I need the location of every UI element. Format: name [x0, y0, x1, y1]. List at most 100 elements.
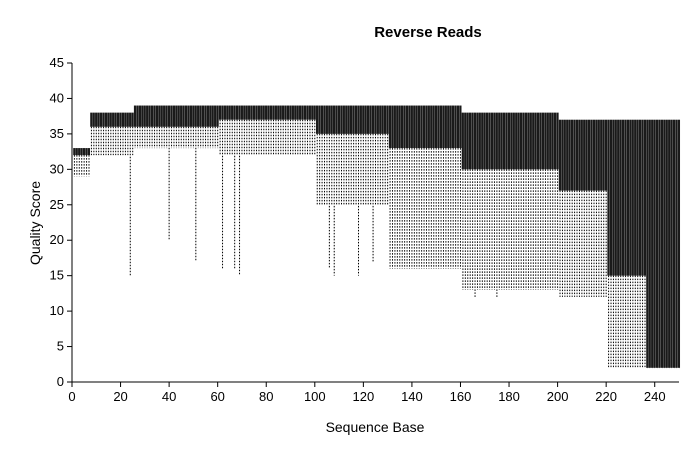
box	[260, 105, 263, 120]
box	[451, 105, 455, 149]
box	[505, 112, 508, 170]
box	[114, 112, 117, 127]
x-tick-label: 140	[401, 389, 423, 404]
box	[437, 105, 440, 149]
box	[291, 105, 294, 120]
box	[252, 105, 256, 120]
box	[660, 119, 664, 368]
box	[629, 119, 632, 276]
box	[558, 119, 562, 191]
box	[318, 105, 321, 134]
box	[551, 112, 554, 170]
box	[303, 105, 307, 120]
box	[578, 119, 581, 191]
box	[393, 105, 396, 149]
box	[600, 119, 603, 191]
box	[150, 105, 154, 127]
box	[498, 112, 501, 170]
box	[265, 105, 268, 120]
box	[235, 105, 239, 120]
y-tick-label: 40	[50, 90, 64, 105]
box	[289, 105, 292, 120]
box	[381, 105, 384, 134]
y-tick-label: 25	[50, 197, 64, 212]
box	[194, 105, 197, 127]
box	[471, 112, 474, 170]
box	[226, 105, 229, 120]
box	[116, 112, 120, 127]
box	[320, 105, 324, 134]
box	[97, 112, 100, 127]
box	[311, 105, 314, 120]
box	[73, 148, 76, 156]
box	[522, 112, 525, 170]
box	[383, 105, 387, 134]
axes: 0 5 10 15 20 25 30 35 40 45 0 20 40 60 80 100 120 140 160 1…	[50, 55, 679, 404]
box	[410, 105, 413, 149]
box	[269, 105, 273, 120]
box	[602, 119, 605, 191]
box	[221, 105, 224, 120]
box	[90, 112, 93, 127]
box	[524, 112, 528, 170]
box	[553, 112, 557, 170]
box	[672, 119, 676, 368]
box	[75, 148, 78, 156]
box	[257, 105, 260, 120]
box	[223, 105, 226, 120]
box	[665, 119, 668, 368]
box	[568, 119, 571, 191]
box	[539, 112, 542, 170]
box	[262, 105, 265, 120]
box	[646, 119, 649, 368]
box	[231, 105, 234, 120]
box	[286, 105, 290, 120]
box	[274, 105, 277, 120]
box	[323, 105, 326, 134]
box	[619, 119, 622, 276]
box	[163, 105, 166, 127]
box	[536, 112, 540, 170]
box	[624, 119, 627, 276]
box	[362, 105, 365, 134]
box	[405, 105, 409, 149]
box	[439, 105, 443, 149]
box	[609, 119, 613, 276]
box	[160, 105, 163, 127]
x-tick-label: 20	[113, 389, 127, 404]
box	[563, 119, 566, 191]
box	[561, 119, 564, 191]
box	[447, 105, 450, 149]
chart-title: Reverse Reads	[374, 24, 482, 41]
y-tick-label: 0	[57, 374, 64, 389]
box	[403, 105, 406, 149]
box	[330, 105, 333, 134]
box	[519, 112, 523, 170]
box	[214, 105, 217, 127]
box	[468, 112, 472, 170]
box	[575, 119, 579, 191]
box	[357, 105, 360, 134]
box	[585, 119, 588, 191]
box	[80, 148, 83, 156]
box	[442, 105, 445, 149]
box	[299, 105, 302, 120]
box	[607, 119, 610, 276]
box	[153, 105, 156, 127]
box	[255, 105, 258, 120]
x-tick-label: 0	[68, 389, 75, 404]
box	[238, 105, 241, 120]
y-axis-label: Quality Score	[27, 181, 43, 265]
box	[209, 105, 212, 127]
box	[354, 105, 358, 134]
box	[534, 112, 537, 170]
box	[670, 119, 673, 368]
box	[92, 112, 95, 127]
box	[350, 105, 353, 134]
box	[631, 119, 634, 276]
box	[488, 112, 491, 170]
box	[655, 119, 659, 368]
box	[408, 105, 411, 149]
box	[104, 112, 108, 127]
